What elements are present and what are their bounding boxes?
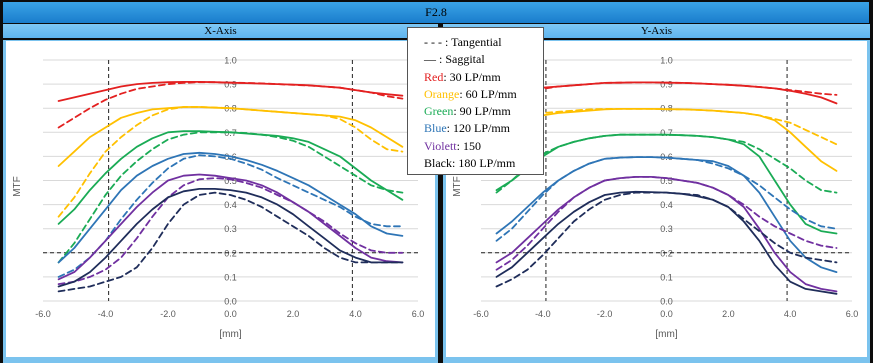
legend-item-blue: Blue: 120 LP/mm (424, 120, 543, 137)
legend-item-green: Green: 90 LP/mm (424, 103, 543, 120)
legend-red-name: Red (424, 69, 444, 84)
series-line-tangential (57, 191, 404, 293)
y-axis-mtf-chart: 0.00.10.20.30.40.50.60.70.80.91.0-6.0 -4.… (452, 56, 859, 341)
y-tick-label: 0.2 (224, 248, 237, 258)
series-line-tangential (495, 156, 838, 242)
x-tick-label: 6.0 (846, 309, 859, 319)
x-tick-label: -2.0 (597, 309, 613, 319)
legend-orange-name: Orange (424, 86, 460, 101)
x-axis-panel-title: X-Axis (3, 24, 438, 38)
x-tick-label: 4.0 (784, 309, 797, 319)
y-tick-label: 0.1 (224, 272, 237, 282)
x-tick-label: 0.0 (224, 309, 237, 319)
y-axis-label: MTF (12, 176, 23, 197)
x-tick-label: -2.0 (160, 309, 176, 319)
legend-item-violett: Violett: 150 (424, 138, 543, 155)
y-tick-label: 0.3 (224, 224, 237, 234)
chart-main-title: F2.8 (3, 2, 869, 23)
chart-legend: - - - : Tangential — : Saggital Red: 30 … (407, 27, 544, 175)
x-tick-label: -4.0 (98, 309, 114, 319)
x-axis-label: [mm] (219, 329, 241, 340)
legend-item-red: Red: 30 LP/mm (424, 69, 543, 86)
y-tick-label: 0.5 (224, 176, 237, 186)
x-tick-label: -6.0 (473, 309, 489, 319)
series-line-tangential (57, 131, 404, 264)
x-tick-label: 2.0 (287, 309, 300, 319)
x-tick-label: 4.0 (349, 309, 362, 319)
y-tick-label: 0.0 (224, 297, 237, 307)
series-line-tangential (57, 177, 404, 286)
x-axis-plot-frame: 0.0 0.1 0.2 0.3 0.4 0.5 0.6 0.7 0.8 0.9 1.0 -6.0 -4.… (6, 41, 435, 357)
y-tick-label: 1.0 (660, 56, 673, 66)
series-line-saggital (57, 151, 404, 264)
x-axis-mtf-chart: 0.00.10.20.30.40.50.60.70.80.91.0-6.0 -4.… (12, 56, 425, 341)
series-line-saggital (57, 173, 404, 281)
legend-item-orange: Orange: 60 LP/mm (424, 86, 543, 103)
y-axis-panel-title: Y-Axis (443, 24, 870, 38)
series-line-tangential (495, 81, 838, 98)
legend-item-black: Black: 180 LP/mm (424, 155, 543, 172)
y-tick-label: 0.5 (660, 176, 673, 186)
legend-blue-value: : 120 LP/mm (446, 121, 511, 136)
legend-saggital: — : Saggital (424, 52, 485, 67)
series-line-tangential (57, 81, 404, 129)
y-tick-label: 0.9 (224, 80, 237, 90)
series-line-tangential (495, 108, 838, 146)
x-axis-label: [mm] (655, 329, 677, 340)
y-tick-label: 0.4 (660, 200, 673, 210)
series-line-tangential (495, 133, 838, 194)
y-tick-label: 0.1 (660, 272, 673, 282)
series-line-tangential (57, 154, 404, 278)
legend-violett-name: Violett (424, 138, 457, 153)
y-tick-label: 0.0 (660, 297, 673, 307)
legend-black-value: : 180 LP/mm (452, 156, 516, 171)
x-tick-label: -6.0 (35, 309, 51, 319)
x-tick-label: 2.0 (722, 309, 735, 319)
y-tick-label: 0.3 (660, 224, 673, 234)
y-tick-label: 1.0 (224, 56, 237, 66)
legend-black-name: Black (424, 156, 452, 171)
x-tick-label: 6.0 (412, 309, 425, 319)
legend-green-name: Green (424, 104, 454, 119)
series-line-saggital (57, 187, 404, 288)
legend-orange-value: : 60 LP/mm (459, 86, 517, 101)
y-axis-label: MTF (452, 176, 463, 197)
legend-violett-value: : 150 (456, 138, 481, 153)
legend-red-value: : 30 LP/mm (443, 69, 501, 84)
series-line-tangential (495, 191, 838, 288)
legend-green-value: : 90 LP/mm (453, 104, 511, 119)
legend-blue-name: Blue (424, 121, 447, 136)
legend-tangential: - - - : Tangential (424, 35, 502, 49)
series-line-tangential (495, 175, 838, 271)
x-tick-label: -4.0 (535, 309, 551, 319)
series-line-tangential (57, 106, 404, 218)
y-tick-label: 0.9 (660, 80, 673, 90)
y-tick-label: 0.7 (660, 128, 673, 138)
x-tick-label: 0.0 (660, 309, 673, 319)
y-tick-label: 0.4 (224, 200, 237, 210)
